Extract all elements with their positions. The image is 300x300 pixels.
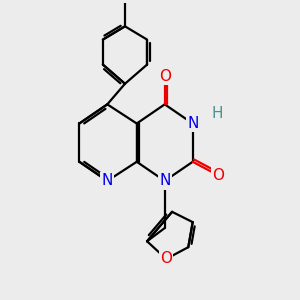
Text: O: O [160,251,172,266]
Text: N: N [187,116,198,131]
Text: N: N [159,173,170,188]
Text: O: O [159,69,171,84]
Text: O: O [212,167,224,182]
Text: N: N [102,173,113,188]
Text: H: H [212,106,223,121]
